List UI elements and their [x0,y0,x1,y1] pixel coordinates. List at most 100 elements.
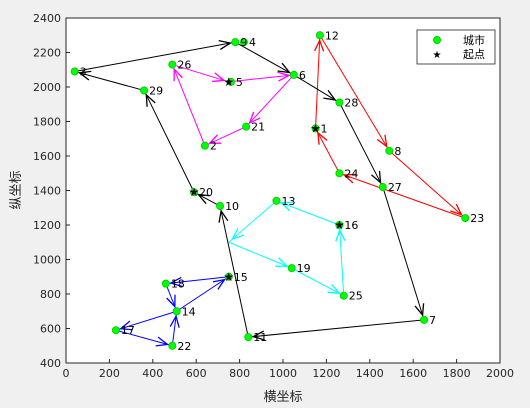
start-star-2: ★ [189,185,200,199]
city-label-8: 8 [394,145,401,158]
route-2-arrowhead [251,330,265,341]
city-label-2: 2 [210,140,217,153]
city-point-14 [172,307,181,316]
start-star-1: ★ [223,75,234,89]
start-star-4: ★ [223,270,234,284]
route-1-arrowhead [173,67,183,82]
y-axis-label: 纵坐标 [9,170,24,209]
route-2-segment [338,102,384,188]
city-point-11 [244,333,253,342]
city-label-22: 22 [177,340,191,353]
route-4-arrowhead [169,314,180,328]
city-label-1: 1 [321,122,328,135]
cities-layer [70,31,470,350]
route-3-arrowhead [231,228,244,241]
y-tick-label: 2000 [33,81,61,94]
x-tick-label: 1000 [269,367,297,380]
route-3-segment [291,267,344,297]
route-2-arrowhead [218,39,233,50]
city-point-15 [224,272,233,281]
city-point-26 [168,60,177,69]
routes-layer [74,34,466,347]
route-3-arrowhead [335,228,346,242]
route-0-arrowhead [314,38,325,52]
city-point-10 [216,202,225,211]
route-4-arrowhead [119,320,133,331]
route-2-arrowhead [371,170,382,185]
route-0-arrowhead [450,203,463,216]
city-label-10: 10 [225,200,239,213]
start-star-3: ★ [334,218,345,232]
city-label-11: 11 [253,331,267,344]
route-1-segment [204,126,247,147]
city-label-3: 3 [80,65,87,78]
city-label-15: 15 [234,271,248,284]
y-tick-label: 2400 [33,12,61,25]
city-point-5 [226,77,235,86]
x-axis-label: 横坐标 [263,390,302,405]
route-2-segment [235,41,295,76]
y-tick-label: 1400 [33,185,61,198]
city-label-5: 5 [236,76,243,89]
route-1-arrowhead [207,134,222,145]
route-4-arrowhead [169,276,183,288]
route-2-arrowhead [145,93,156,107]
route-1-arrowhead [248,111,261,125]
route-2-segment [248,319,425,338]
plot-area [66,18,500,363]
legend-start-label: 起点 [463,48,485,61]
route-2-segment [74,70,145,91]
x-tick-label: 800 [229,367,250,380]
route-2-segment [219,205,249,338]
route-3-arrowhead [275,257,289,267]
route-4-segment [115,329,173,347]
y-tick-label: 1000 [33,254,61,267]
city-label-6: 6 [299,69,306,82]
route-1-segment [171,64,206,146]
y-tick-label: 1200 [33,219,61,232]
route-0-segment [388,150,466,219]
x-tick-label: 1600 [399,367,427,380]
route-2-arrowhead [414,303,425,317]
city-label-23: 23 [470,212,484,225]
city-label-19: 19 [297,262,311,275]
y-tick-label: 400 [40,357,61,370]
city-point-27 [378,183,387,192]
x-tick-label: 2000 [486,367,514,380]
city-label-24: 24 [344,167,358,180]
city-point-2 [200,141,209,150]
y-tick-label: 1600 [33,150,61,163]
route-3-segment [228,241,292,269]
route-4-arrowhead [166,294,176,309]
route-2-arrowhead [277,62,291,74]
city-label-13: 13 [281,195,295,208]
city-point-4 [239,38,248,47]
city-point-6 [289,70,298,79]
city-point-17 [111,326,120,335]
city-label-26: 26 [177,59,191,72]
city-label-29: 29 [149,84,163,97]
route-3-arrowhead [327,283,341,295]
city-label-14: 14 [182,305,196,318]
route-0-arrowhead [317,131,328,145]
city-label-27: 27 [388,181,402,194]
city-point-9 [231,38,240,47]
y-tick-label: 2200 [33,47,61,60]
y-axis-ticks: 400 600 800 1000 1200 1400 1600 1800 2000 2200 240… [33,12,70,370]
x-tick-label: 200 [99,367,120,380]
route-4-arrowhead [212,278,227,290]
city-point-13 [272,196,281,205]
route-3-arrowhead [279,201,294,212]
city-point-20 [190,188,199,197]
route-1-arrowhead [212,72,226,83]
x-axis-ticks: 0 200 400 600 800 1000 1200 1400 1600 1800 2000 [63,359,514,380]
route-4-segment [176,276,230,312]
route-2-arrowhead [196,193,211,205]
route-1-segment [245,74,295,128]
city-point-12 [315,31,324,40]
route-1-segment [172,64,229,83]
city-label-12: 12 [325,29,339,42]
city-point-7 [420,315,429,324]
legend: 城市 ★ 起点 [416,29,496,65]
